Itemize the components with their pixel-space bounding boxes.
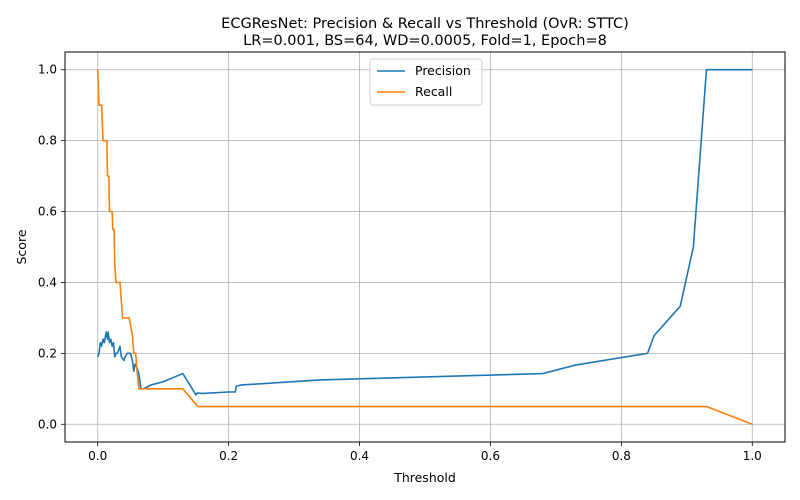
y-axis-label: Score (14, 229, 29, 264)
chart-subtitle: LR=0.001, BS=64, WD=0.0005, Fold=1, Epoc… (243, 33, 607, 49)
x-axis-ticks: 0.0 0.2 0.4 0.6 0.8 1.0 (88, 442, 762, 463)
y-tick-label: 0.0 (38, 417, 57, 431)
x-tick-label: 0.8 (612, 449, 631, 463)
series-line-precision (96, 68, 753, 396)
x-axis-label: Threshold (393, 470, 456, 485)
legend-label-precision: Precision (415, 63, 471, 78)
series-lines (96, 68, 753, 426)
x-tick-label: 0.2 (219, 449, 238, 463)
x-tick-label: 0.4 (350, 449, 369, 463)
plot-frame (64, 51, 786, 443)
x-tick-label: 0.6 (481, 449, 500, 463)
grid (65, 52, 785, 442)
y-tick-label: 0.8 (38, 134, 57, 148)
y-tick-label: 0.2 (38, 346, 57, 360)
legend: Precision Recall (369, 58, 483, 106)
y-tick-label: 0.4 (38, 275, 57, 289)
chart-title: ECGResNet: Precision & Recall vs Thresho… (221, 16, 629, 32)
y-axis-ticks: 0.0 0.2 0.4 0.6 0.8 1.0 (38, 63, 65, 431)
x-tick-label: 1.0 (743, 449, 762, 463)
series-line-recall (96, 69, 753, 426)
y-tick-label: 1.0 (38, 63, 57, 77)
legend-label-recall: Recall (415, 84, 452, 99)
x-tick-label: 0.0 (88, 449, 107, 463)
y-tick-label: 0.6 (38, 205, 57, 219)
